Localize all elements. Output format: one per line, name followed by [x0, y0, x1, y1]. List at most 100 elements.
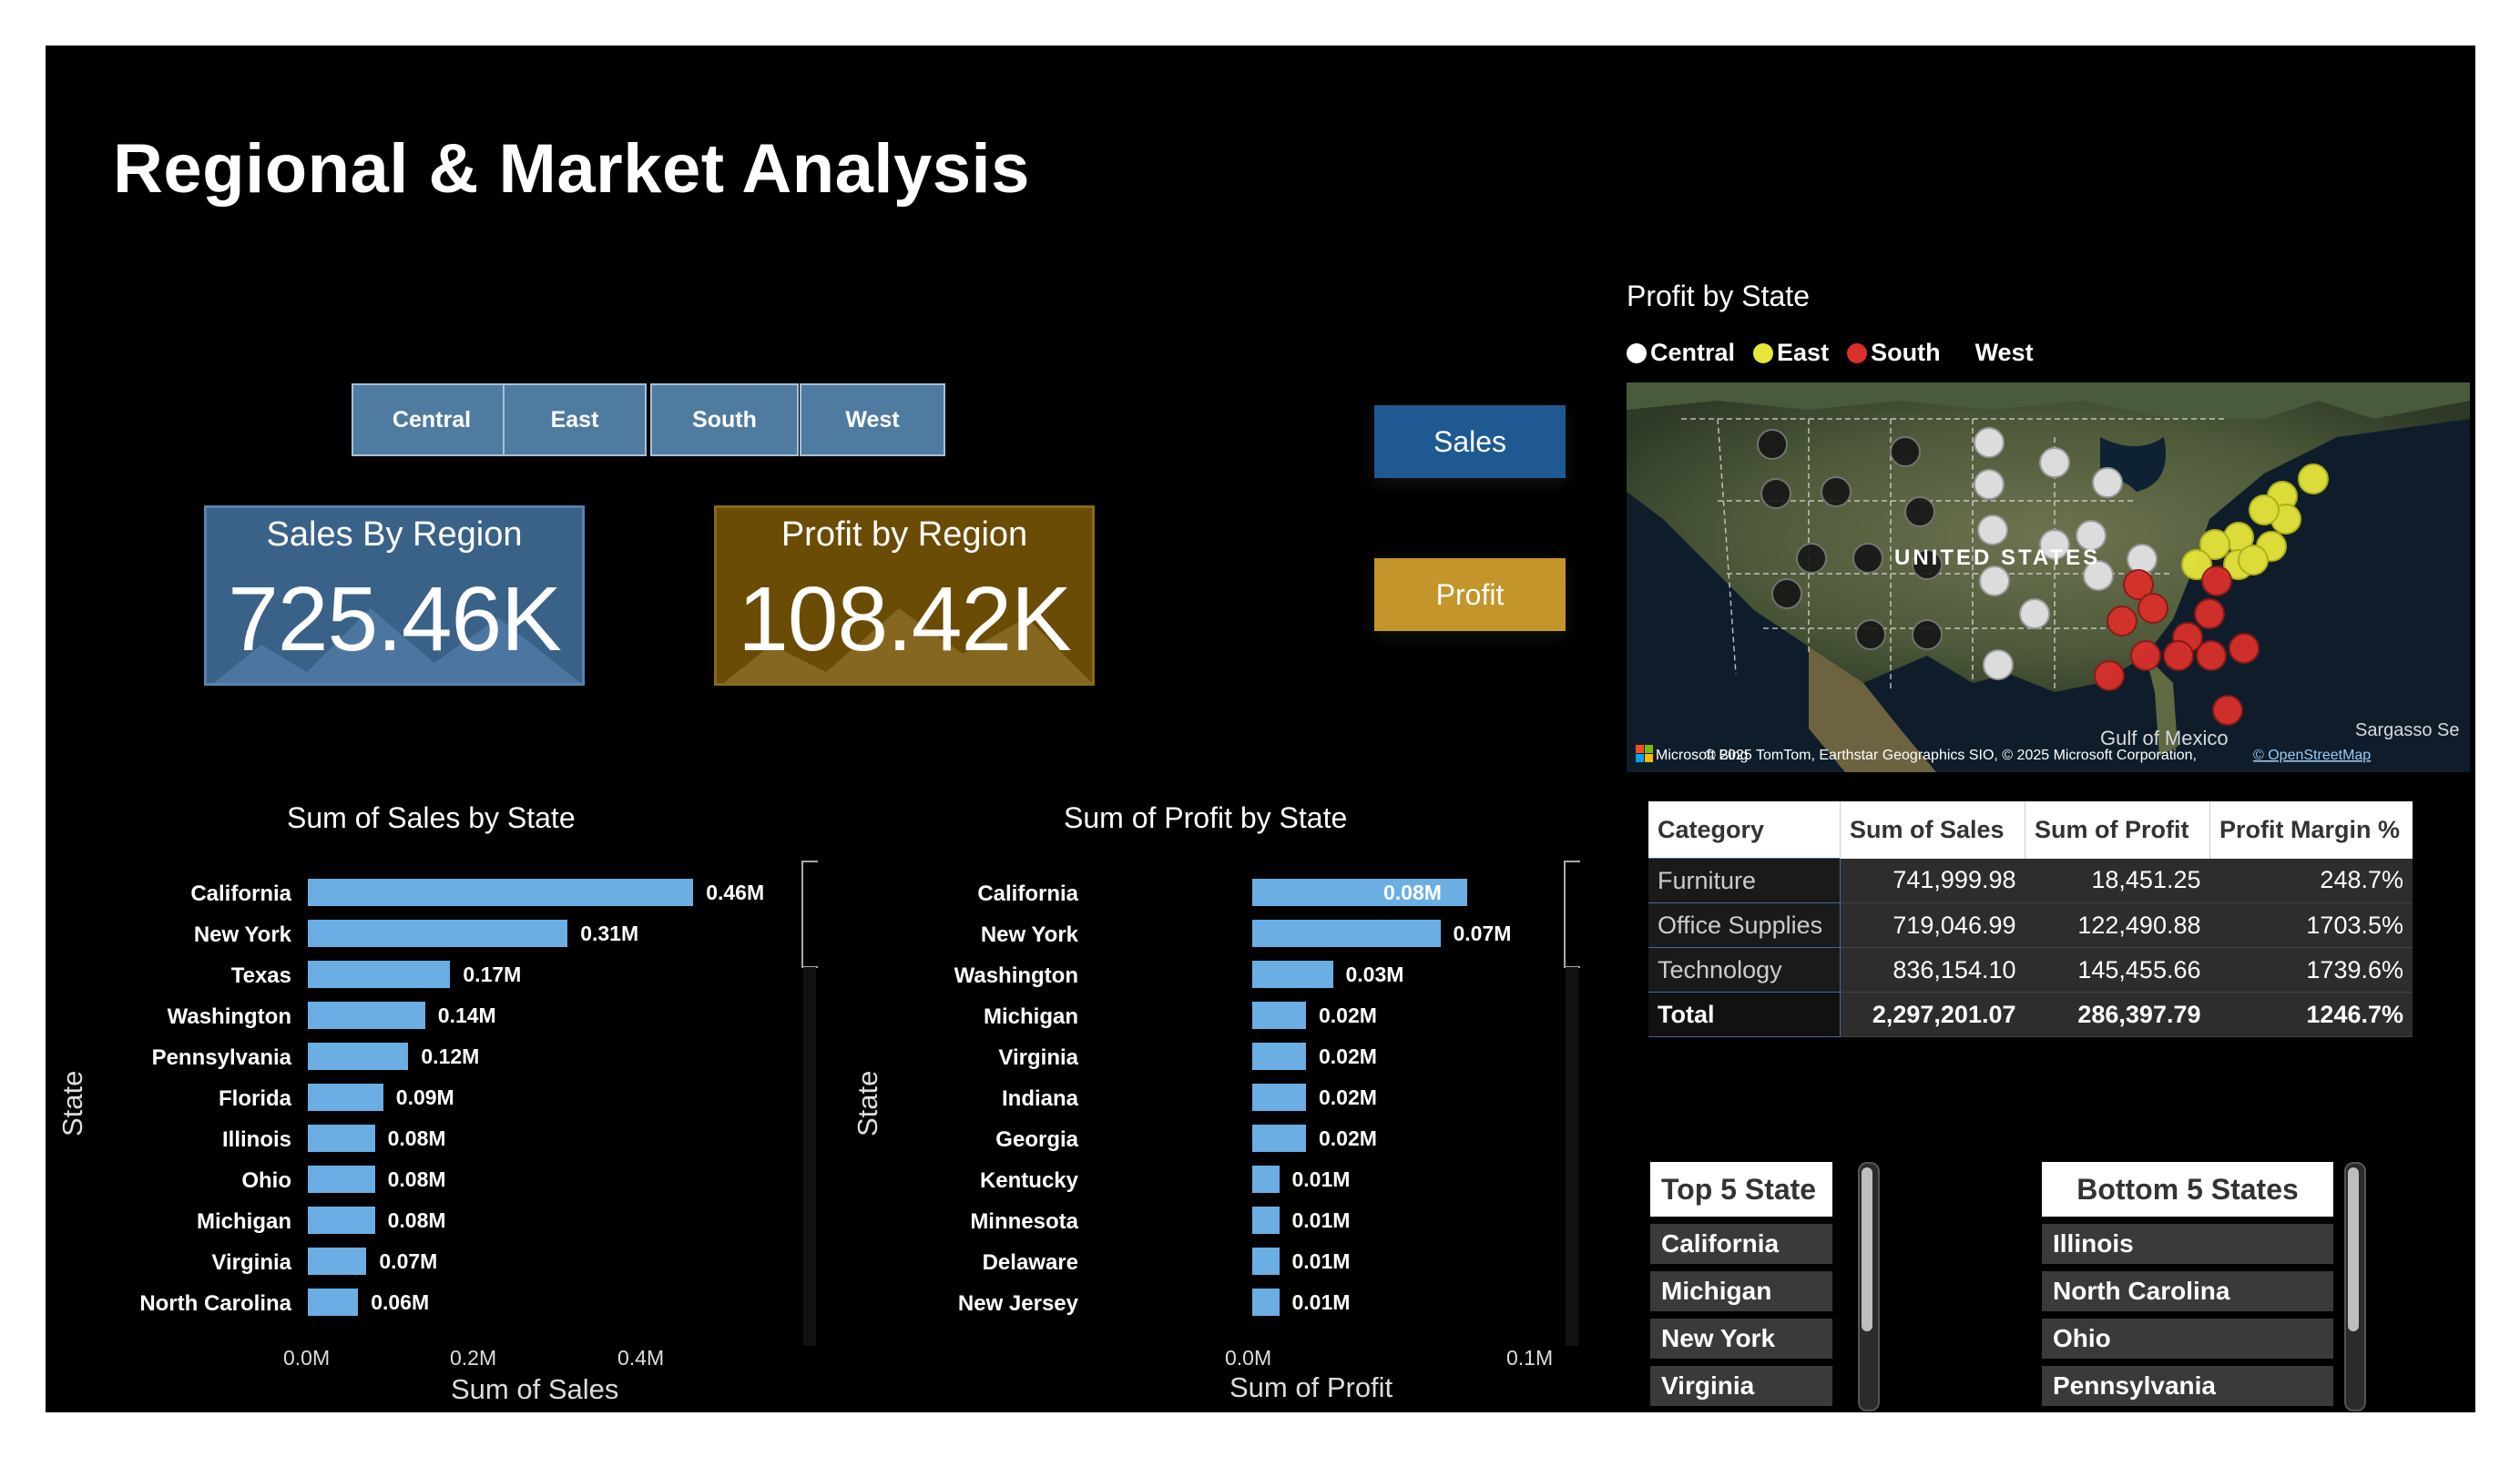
list-item[interactable]: California [1650, 1224, 1832, 1264]
page-title: Regional & Market Analysis [113, 130, 1030, 208]
slicer-south-button[interactable]: South [650, 383, 799, 456]
matrix-header[interactable]: Sum of Profit [2025, 801, 2210, 859]
profit-kpi-label: Profit by Region [780, 515, 1028, 554]
sales-tick: 0.2M [450, 1346, 497, 1370]
profit-kpi-value: 108.42K [738, 568, 1072, 670]
bar[interactable] [308, 1084, 383, 1111]
list-item[interactable]: Virginia [1650, 1366, 1832, 1406]
list-item[interactable]: North Carolina [2042, 1271, 2333, 1311]
matrix-header[interactable]: Sum of Sales [1840, 801, 2025, 859]
bar[interactable] [1252, 1248, 1280, 1275]
bar[interactable] [308, 1002, 425, 1029]
map-visual[interactable]: UNITED STATES Gulf of Mexico Sargasso Se… [1627, 382, 2470, 772]
profit-kpi-card: Profit by Region 108.42K [714, 505, 1095, 686]
sales-tick: 0.0M [283, 1346, 331, 1370]
legend-west[interactable]: West [1974, 339, 2034, 366]
list-item[interactable]: Michigan [1650, 1271, 1832, 1311]
sales-kpi-card: Sales By Region 725.46K [204, 505, 585, 686]
bottom5-scrollbar[interactable] [2344, 1162, 2366, 1411]
bar-category-label: North Carolina [139, 1291, 291, 1316]
map-attribution: © 2025 TomTom, Earthstar Geographics SIO… [1705, 748, 2197, 763]
bar[interactable] [308, 1248, 367, 1275]
scroll-thumb[interactable] [2348, 1167, 2359, 1331]
bar[interactable] [308, 1125, 375, 1152]
bar[interactable] [308, 961, 451, 988]
bar-value-label: 0.06M [371, 1290, 430, 1314]
map-legend: Central East South West [1627, 339, 2046, 367]
matrix-cell: 836,154.10 [1840, 947, 2025, 993]
matrix-cell: Furniture [1648, 858, 1841, 903]
bar[interactable] [1252, 1084, 1306, 1111]
bar[interactable] [1252, 1002, 1306, 1029]
top5-scrollbar[interactable] [1858, 1162, 1880, 1411]
bar[interactable] [308, 879, 694, 906]
bar[interactable] [1252, 1289, 1280, 1316]
central-bubbles [1974, 427, 2158, 680]
matrix-header[interactable]: Category [1648, 801, 1841, 859]
bar[interactable] [308, 920, 568, 947]
matrix-cell: 286,397.79 [2025, 992, 2210, 1037]
bar-value-label: 0.31M [580, 922, 639, 945]
profit-chart-xlabel: Sum of Profit [1229, 1371, 1393, 1403]
chart-scrollbar[interactable] [1566, 967, 1578, 1346]
slicer-east-button[interactable]: East [503, 383, 647, 456]
table-row[interactable]: Office Supplies 719,046.99 122,490.88 17… [1648, 902, 2413, 948]
profit-page-button[interactable]: Profit [1374, 558, 1566, 631]
matrix-header[interactable]: Profit Margin % [2209, 801, 2413, 859]
table-row[interactable]: Furniture 741,999.98 18,451.25 248.7% [1648, 858, 2413, 903]
top5-title: Top 5 State [1650, 1162, 1832, 1217]
bar[interactable] [308, 1043, 409, 1070]
bar-value-label: 0.08M [387, 1126, 446, 1150]
sales-kpi-value: 725.46K [228, 568, 562, 670]
bar-category-label: New Jersey [957, 1291, 1078, 1316]
bar[interactable] [1252, 1207, 1280, 1234]
bar-value-label: 0.01M [1291, 1208, 1351, 1232]
table-row[interactable]: Technology 836,154.10 145,455.66 1739.6% [1648, 947, 2413, 993]
bar-category-label: Georgia [995, 1127, 1078, 1152]
bar[interactable] [308, 1166, 375, 1193]
bar[interactable] [308, 1207, 375, 1234]
chart-scrollbar[interactable] [803, 967, 816, 1346]
sales-tick: 0.4M [617, 1346, 665, 1370]
slicer-central-button[interactable]: Central [352, 383, 512, 456]
matrix-cell: 18,451.25 [2025, 858, 2210, 903]
legend-south[interactable]: South [1847, 339, 1941, 367]
bar-value-label: 0.08M [1383, 881, 1442, 904]
bar-category-label: Delaware [982, 1250, 1078, 1275]
bar[interactable] [1252, 920, 1441, 947]
bar[interactable] [1252, 879, 1467, 906]
scroll-thumb[interactable] [1862, 1167, 1872, 1331]
top5-list: Top 5 State California Michigan New York… [1650, 1162, 1832, 1406]
bar-category-label: California [977, 881, 1078, 906]
legend-east[interactable]: East [1753, 339, 1829, 367]
profit-chart-title: Sum of Profit by State [1064, 801, 1348, 834]
list-item[interactable]: New York [1650, 1319, 1832, 1359]
legend-central[interactable]: Central [1627, 339, 1735, 367]
list-item[interactable]: Ohio [2042, 1319, 2333, 1359]
florida-land [2146, 656, 2178, 756]
slicer-west-button[interactable]: West [800, 383, 945, 456]
bar[interactable] [308, 1289, 359, 1316]
bar-value-label: 0.08M [387, 1167, 446, 1191]
bottom5-title: Bottom 5 States [2042, 1162, 2333, 1217]
kpi-decor-shape [723, 608, 1092, 683]
bar-value-label: 0.01M [1291, 1290, 1351, 1314]
bar-category-label: Minnesota [970, 1209, 1078, 1234]
table-row-total: Total 2,297,201.07 286,397.79 1246.7% [1648, 992, 2413, 1037]
canada-land [1627, 382, 2470, 419]
profit-tick: 0.0M [1225, 1346, 1272, 1370]
sales-page-button[interactable]: Sales [1374, 405, 1566, 478]
sales-chart-title: Sum of Sales by State [287, 801, 576, 834]
bar[interactable] [1252, 961, 1333, 988]
matrix-cell: 719,046.99 [1840, 902, 2025, 948]
list-item[interactable]: Pennsylvania [2042, 1366, 2333, 1406]
bar[interactable] [1252, 1125, 1306, 1152]
bar-category-label: Kentucky [979, 1168, 1078, 1193]
bar-category-label: Washington [167, 1004, 291, 1029]
us-map-svg[interactable]: UNITED STATES Gulf of Mexico Sargasso Se… [1627, 382, 2470, 772]
osm-link: © OpenStreetMap [2253, 748, 2371, 763]
bar[interactable] [1252, 1166, 1280, 1193]
list-item[interactable]: Illinois [2042, 1224, 2333, 1264]
bar-value-label: 0.01M [1291, 1249, 1351, 1273]
bar[interactable] [1252, 1043, 1306, 1070]
